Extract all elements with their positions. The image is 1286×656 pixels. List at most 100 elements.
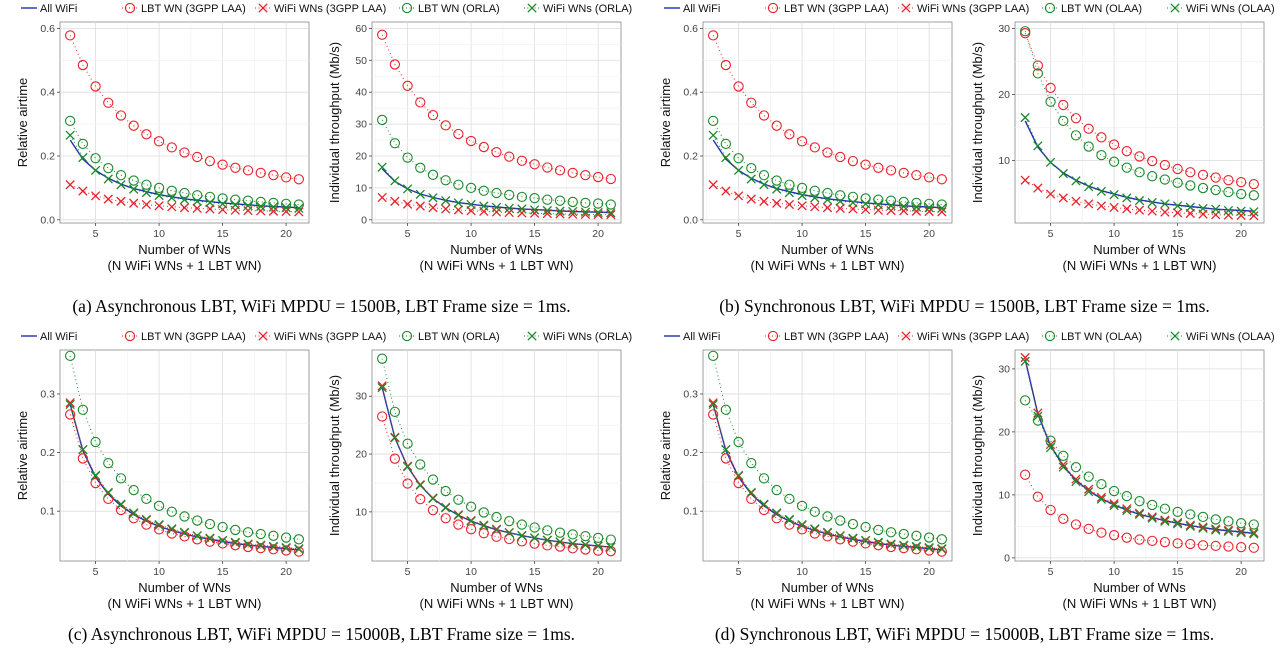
data-point-3 xyxy=(141,179,152,190)
data-point-1 xyxy=(567,167,578,179)
legend-item-4: WiFi WNs (ORLA) xyxy=(524,331,632,343)
data-point-2 xyxy=(129,198,139,208)
data-point-3 xyxy=(504,189,515,201)
tick-label-x: 20 xyxy=(923,228,935,240)
data-point-4 xyxy=(103,174,113,184)
plot-area xyxy=(702,349,953,562)
data-point-4 xyxy=(1147,513,1157,523)
data-point-3 xyxy=(720,404,732,415)
data-point-3 xyxy=(128,175,139,186)
data-point-2 xyxy=(708,398,718,408)
data-point-1 xyxy=(179,147,190,158)
data-point-3 xyxy=(204,191,216,202)
data-point-1 xyxy=(1058,99,1069,111)
tick-label-x: 10 xyxy=(153,228,165,240)
data-point-4 xyxy=(1033,141,1043,151)
data-point-3 xyxy=(1197,511,1209,523)
legend-item-0: All WiFi xyxy=(664,331,720,343)
data-point-3 xyxy=(1147,499,1158,511)
data-point-4 xyxy=(746,487,756,498)
data-point-1 xyxy=(491,147,502,158)
data-point-3 xyxy=(153,182,165,194)
data-point-1 xyxy=(1083,123,1094,134)
data-point-1 xyxy=(192,151,203,163)
y-axis-title: Relative airtime xyxy=(15,411,30,501)
data-point-3 xyxy=(1083,471,1094,482)
tick-label-y: 50 xyxy=(355,55,367,67)
data-point-4 xyxy=(860,199,871,209)
data-point-2 xyxy=(606,210,616,220)
data-point-3 xyxy=(1223,186,1234,198)
data-point-1 xyxy=(1096,527,1107,538)
y-axis-title: Individual throughput (Mb/s) xyxy=(970,42,985,203)
data-point-4 xyxy=(517,204,527,214)
x-axis-title: Number of WNs xyxy=(138,242,231,257)
series-line-1 xyxy=(381,34,611,180)
data-point-2 xyxy=(1109,202,1119,213)
data-point-1 xyxy=(898,542,909,554)
data-point-1 xyxy=(1248,178,1259,190)
data-point-3 xyxy=(415,162,426,173)
legend-b: All WiFi LBT WN (3GPP LAA) WiFi WNs (3GPP … xyxy=(664,2,1275,15)
data-point-4 xyxy=(65,130,75,140)
data-point-4 xyxy=(390,176,400,186)
data-point-1 xyxy=(822,147,833,158)
data-point-4 xyxy=(1020,112,1030,123)
data-point-1 xyxy=(1159,159,1171,171)
data-point-4 xyxy=(466,199,476,210)
data-point-4 xyxy=(377,382,387,393)
data-point-4 xyxy=(491,202,502,213)
tick-label-y: 20 xyxy=(355,449,367,461)
data-point-3 xyxy=(179,511,190,522)
data-point-4 xyxy=(192,531,202,541)
data-point-3 xyxy=(65,350,76,362)
tick-label-x: 15 xyxy=(860,228,872,240)
legend-label: LBT WN (3GPP LAA) xyxy=(784,331,889,343)
legend-swatch-marker xyxy=(124,2,136,14)
data-point-2 xyxy=(1020,175,1030,185)
data-point-4 xyxy=(1071,476,1081,487)
data-point-1 xyxy=(1210,172,1221,183)
data-point-4 xyxy=(568,206,578,217)
data-point-3 xyxy=(115,473,127,484)
data-point-1 xyxy=(529,538,540,549)
plot-right-1: 5 10 15 20 10 20 30 Number of WNs(N WiFi WNs + … xyxy=(970,21,1265,273)
data-point-1 xyxy=(427,504,439,516)
data-point-4 xyxy=(772,508,782,518)
data-point-4 xyxy=(899,540,909,550)
data-point-2 xyxy=(281,206,291,217)
data-point-3 xyxy=(217,521,228,533)
data-point-1 xyxy=(873,162,884,173)
data-point-4 xyxy=(154,520,164,530)
data-point-1 xyxy=(1159,536,1171,548)
data-point-3 xyxy=(440,175,451,186)
legend-swatch-marker xyxy=(767,2,779,14)
data-point-2 xyxy=(1223,210,1234,220)
tick-label-y: 0.0 xyxy=(40,214,55,226)
data-point-2 xyxy=(65,180,75,190)
tick-label-y: 20 xyxy=(998,89,1010,101)
data-point-3 xyxy=(1210,184,1221,196)
tick-label-y: 0.4 xyxy=(40,87,55,99)
data-point-1 xyxy=(1235,541,1247,553)
legend-swatch-marker xyxy=(901,331,911,341)
data-point-3 xyxy=(293,534,304,545)
data-point-4 xyxy=(1249,529,1259,539)
data-point-4 xyxy=(873,200,883,210)
data-point-1 xyxy=(720,59,732,71)
data-point-3 xyxy=(708,350,719,362)
data-point-3 xyxy=(784,179,795,190)
legend-swatch-marker xyxy=(258,3,268,13)
data-point-1 xyxy=(504,533,515,545)
legend-item-3: LBT WN (ORLA) xyxy=(399,2,500,15)
tick-label-y: 0.0 xyxy=(683,214,698,226)
data-point-3 xyxy=(491,511,502,523)
series-group xyxy=(708,30,947,217)
data-point-2 xyxy=(555,209,565,219)
data-point-4 xyxy=(1109,500,1119,511)
data-point-4 xyxy=(1211,204,1221,214)
plot-area xyxy=(1014,21,1265,224)
legend-swatch-marker xyxy=(767,330,779,342)
data-point-1 xyxy=(1020,469,1031,480)
